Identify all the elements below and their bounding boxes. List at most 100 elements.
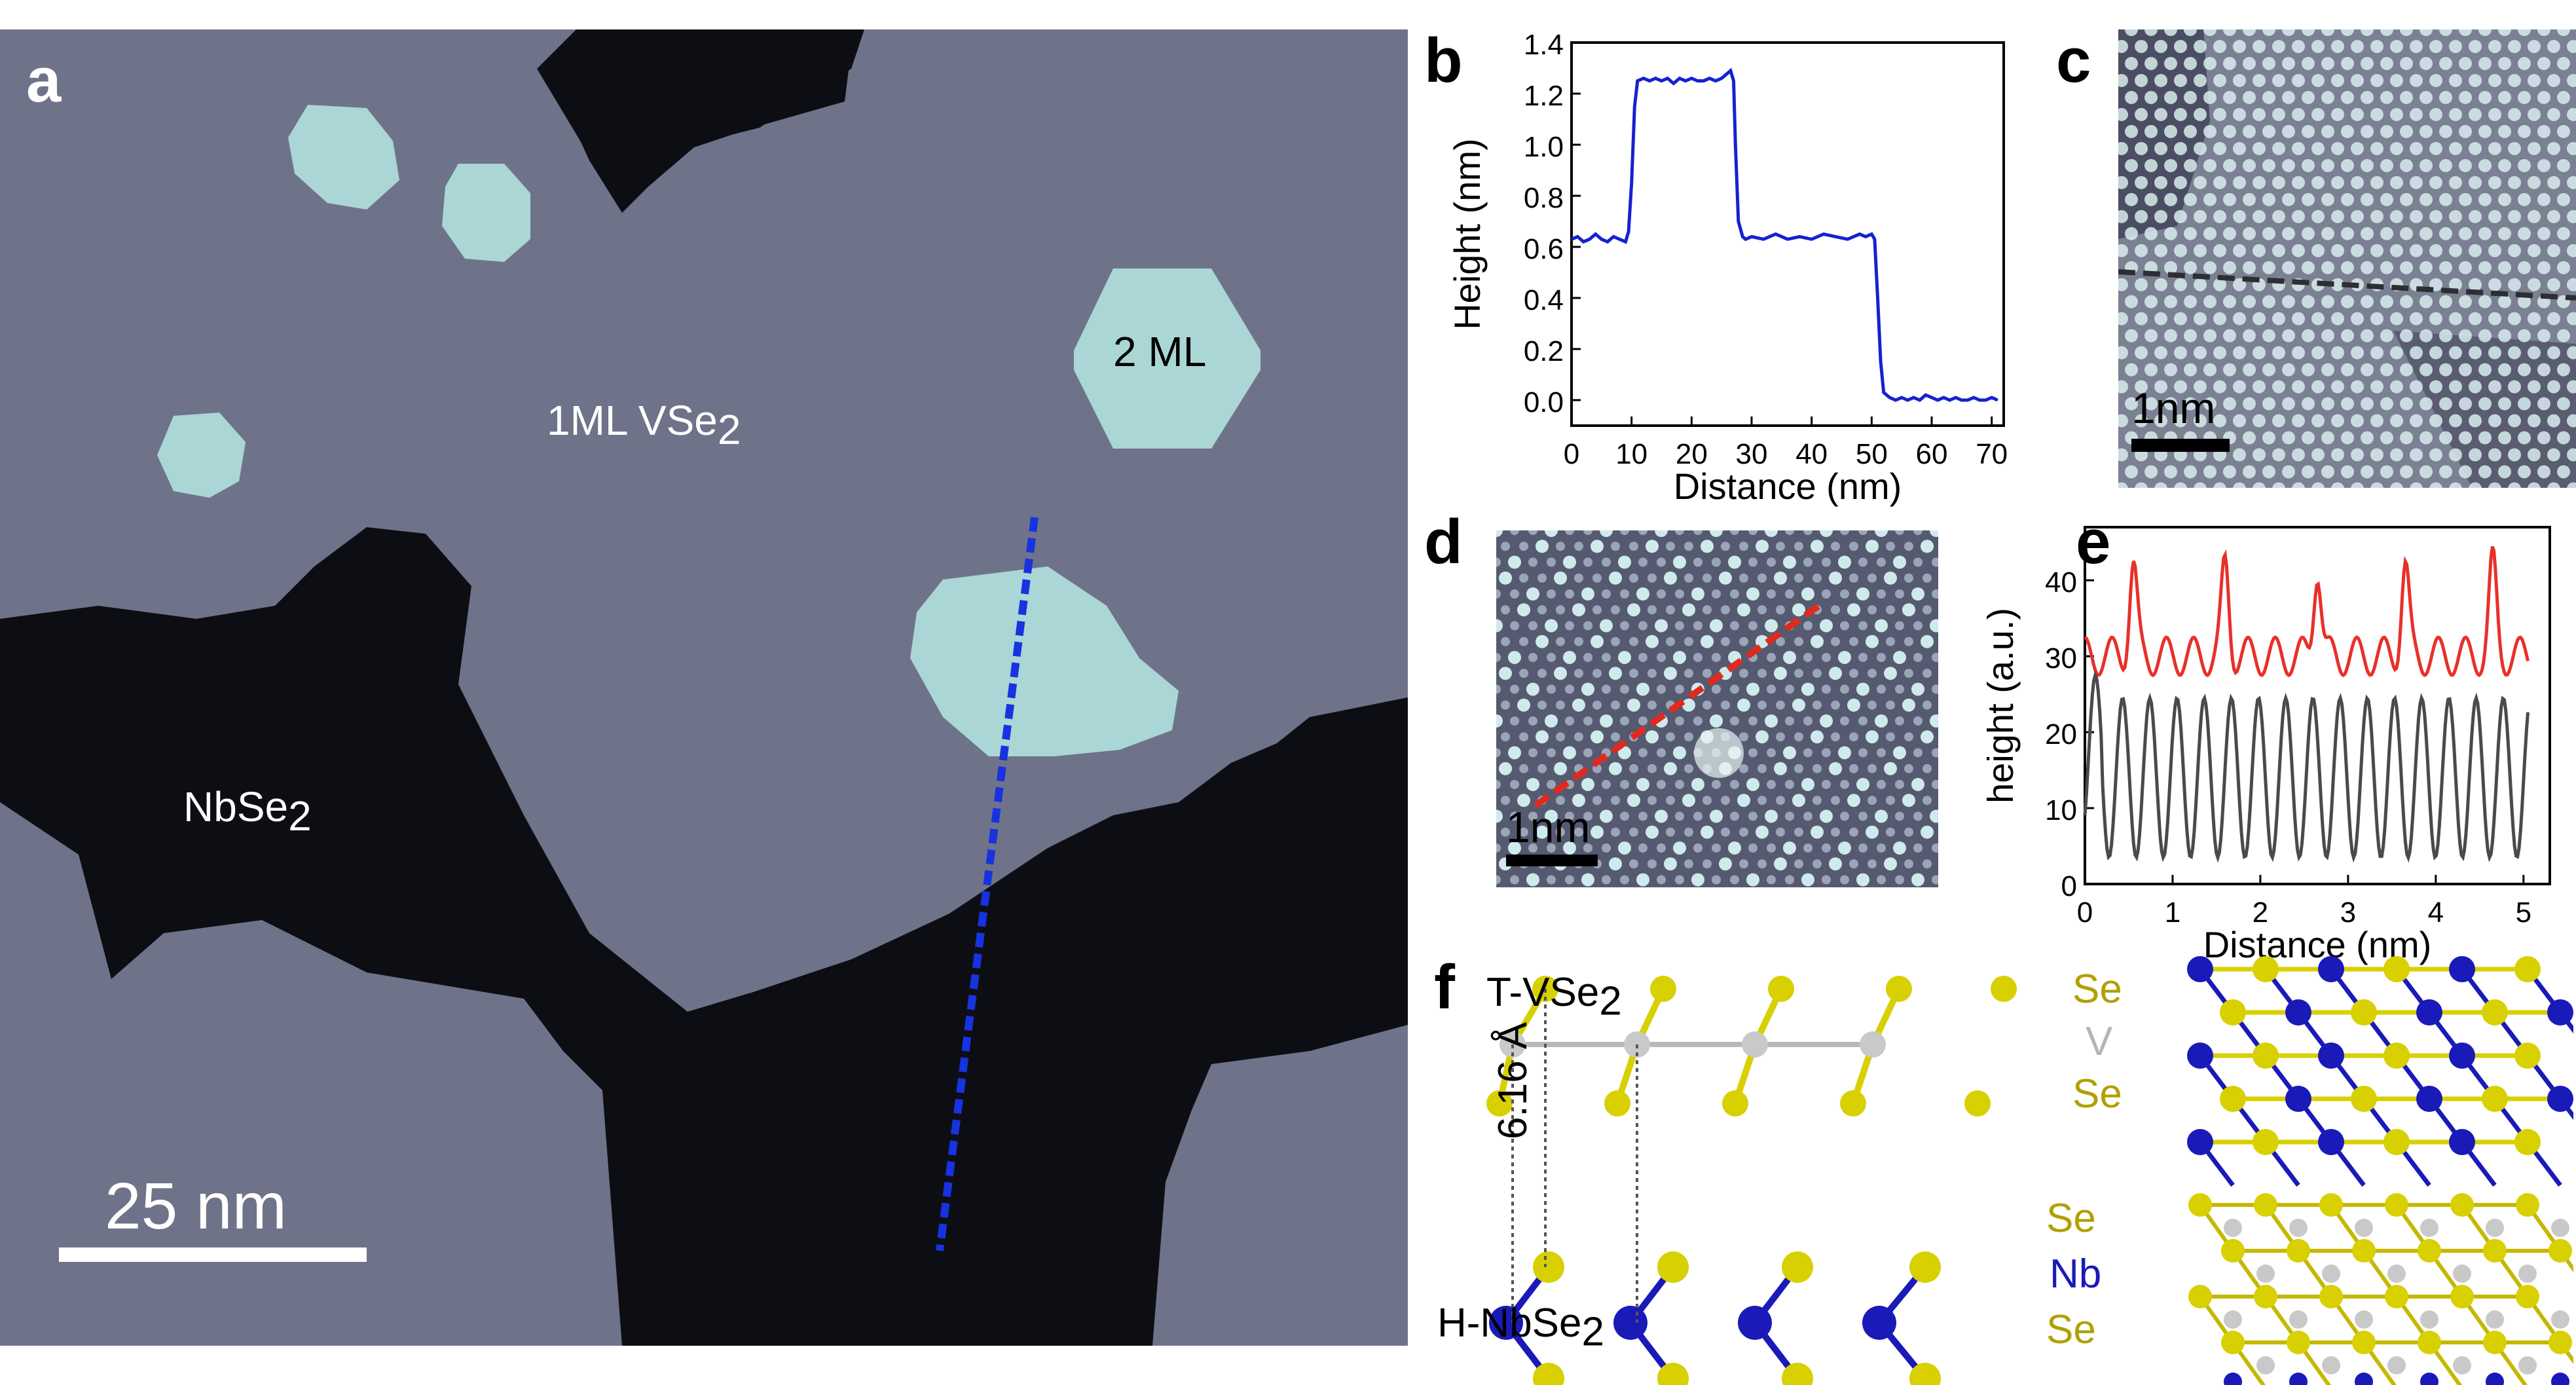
x-tick-label: 0 [2077, 896, 2093, 929]
atom [2318, 1043, 2344, 1069]
v-atom [2256, 1356, 2275, 1375]
se-atom [2418, 1331, 2441, 1354]
v-atom [2486, 1310, 2504, 1329]
y-tick-label: 0.2 [1524, 335, 1564, 367]
y-tick-label: 0.4 [1524, 284, 1564, 316]
v-atom [2518, 1356, 2537, 1375]
se-atom [1991, 976, 2017, 1002]
atom [2220, 999, 2246, 1025]
x-tick-label: 20 [1676, 438, 1708, 470]
atom [2383, 956, 2410, 982]
atom [2285, 1086, 2311, 1112]
atom [2383, 1129, 2410, 1155]
atom [2187, 1129, 2213, 1155]
label-t-vse2: T-VSe2 [1486, 970, 1622, 1024]
label-h-nbse2: H-NbSe2 [1437, 1301, 1604, 1355]
nb-atom [1862, 1306, 1896, 1340]
se-atom [2483, 1239, 2507, 1263]
se-atom [1657, 1363, 1689, 1385]
v-atom [2420, 1219, 2438, 1237]
y-tick-label: 1.2 [1524, 80, 1564, 112]
v-atom [1742, 1031, 1768, 1058]
atom [2547, 999, 2573, 1025]
panel-c: 1nm [2105, 23, 2576, 496]
se-atom [2254, 1285, 2277, 1308]
atom [2187, 1043, 2213, 1069]
se-atom [1650, 976, 1676, 1002]
v-atom [2420, 1310, 2438, 1329]
se-atom [1886, 976, 1912, 1002]
atom [2514, 956, 2541, 982]
atom [2514, 1129, 2541, 1155]
se-atom [1533, 1363, 1564, 1385]
panel-label-a: a [26, 45, 62, 115]
series-line-0 [2084, 545, 2530, 678]
x-tick-label: 50 [1856, 438, 1888, 470]
atom [2285, 999, 2311, 1025]
island-2ml-top-left [288, 105, 399, 210]
se-atom [2450, 1285, 2474, 1308]
nb-atom [2486, 1373, 2504, 1385]
x-tick-label: 3 [2340, 896, 2356, 929]
island-2ml-top-small [442, 164, 530, 262]
se-atom [2483, 1331, 2507, 1354]
se-atom [1909, 1363, 1941, 1385]
structure-top-view [2187, 956, 2573, 1385]
se-atom [1782, 1363, 1813, 1385]
panel-label-c: c [2056, 26, 2091, 96]
atom-label-se-2: Se [2072, 1071, 2122, 1117]
series-line-0 [1571, 67, 1998, 402]
atom-label-se-1: Se [2072, 967, 2122, 1012]
atom-label-nb: Nb [2050, 1251, 2102, 1297]
x-tick-label: 2 [2253, 896, 2268, 929]
v-atom [2322, 1356, 2340, 1375]
nb-atom [2551, 1373, 2569, 1385]
se-atom [2221, 1239, 2245, 1263]
atom-label-se-3: Se [2046, 1196, 2096, 1241]
x-axis-label: Distance (nm) [1674, 466, 1902, 507]
panel-f: T-VSe2 H-NbSe2 6.16 Å Se V Se Se Nb Se [1427, 943, 2576, 1385]
se-atom [1486, 1090, 1513, 1117]
v-atom [2289, 1310, 2308, 1329]
se-atom [1768, 976, 1794, 1002]
se-atom [2450, 1193, 2474, 1217]
se-atom [2188, 1193, 2212, 1217]
series-line-1 [2083, 670, 2530, 863]
scalebar-d-bar [1506, 855, 1598, 866]
v-atom [2551, 1219, 2569, 1237]
atom [2318, 1129, 2344, 1155]
atom [2482, 1086, 2508, 1112]
x-tick-label: 40 [1795, 438, 1828, 470]
se-atom [1533, 1251, 1564, 1283]
v-atom [2355, 1310, 2373, 1329]
x-tick-label: 0 [1564, 438, 1579, 470]
y-tick-label: 0.8 [1524, 182, 1564, 214]
atom [2187, 956, 2213, 982]
stm-image-d [1490, 524, 1989, 887]
atom [2253, 1043, 2279, 1069]
atom [2416, 999, 2442, 1025]
terrace-1ml [0, 29, 1408, 1012]
x-tick-label: 60 [1916, 438, 1948, 470]
atom [2482, 999, 2508, 1025]
se-atom [1657, 1251, 1689, 1283]
atom [2449, 1129, 2475, 1155]
chart-b: 0 10 20 30 40 50 60 70 0.0 0.2 0.4 0.6 0.8 1.0 1.2 1.4 D… [1446, 29, 2008, 507]
panel-d: 1nm [1490, 524, 1989, 887]
island-2ml-left [157, 413, 246, 498]
nb-atom [1613, 1306, 1647, 1340]
nb-atom [1738, 1306, 1772, 1340]
v-atom [2387, 1356, 2406, 1375]
island-2ml-hex [1074, 268, 1260, 449]
nb-atom [2289, 1373, 2308, 1385]
se-atom [2188, 1285, 2212, 1308]
x-tick-label: 10 [1615, 438, 1647, 470]
label-distance: 6.16 Å [1490, 1022, 1536, 1139]
x-tick-label: 70 [1976, 438, 2008, 470]
x-tick-label: 30 [1736, 438, 1768, 470]
atom [2253, 1129, 2279, 1155]
v-atom [2289, 1219, 2308, 1237]
stm-image-a [0, 29, 1408, 1346]
y-tick-label: 30 [2045, 642, 2077, 674]
